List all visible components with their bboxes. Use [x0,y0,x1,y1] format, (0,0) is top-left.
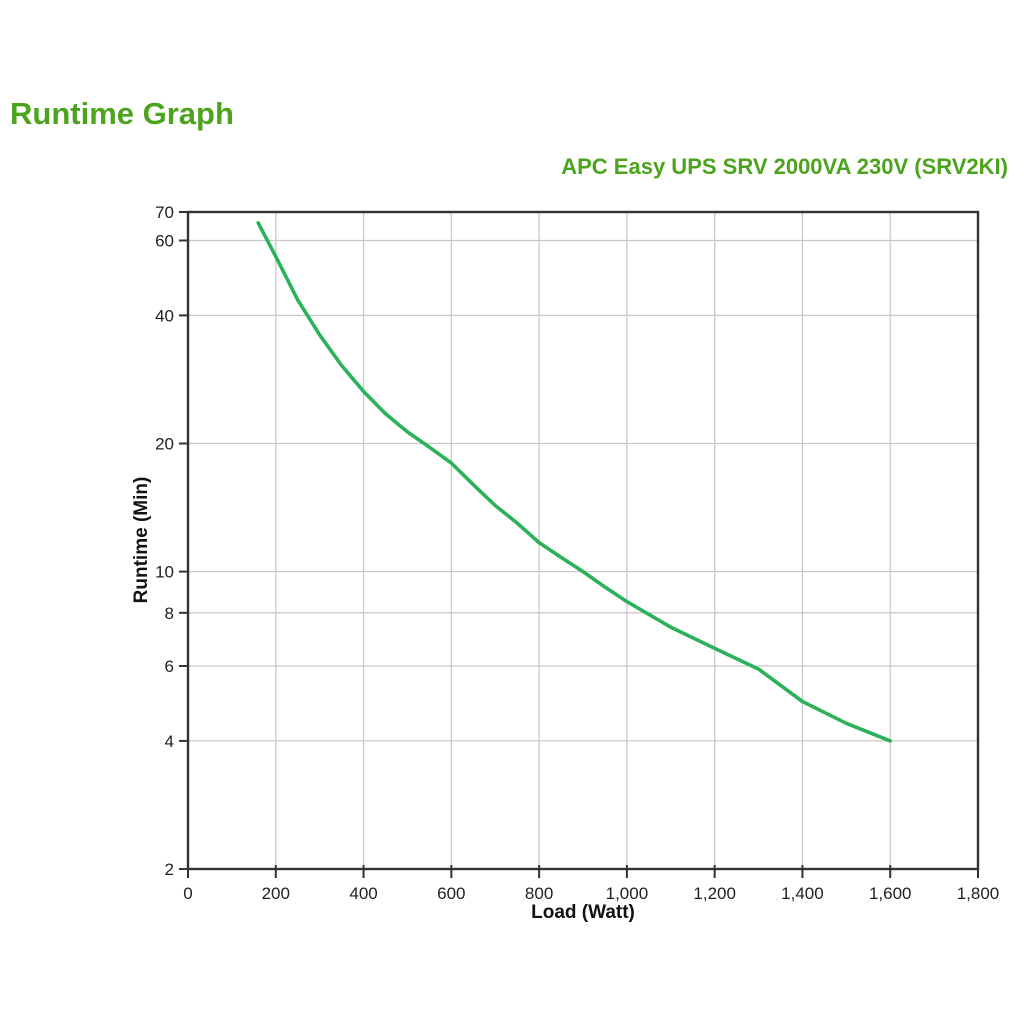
y-tick-label: 20 [155,435,174,454]
chart-plot-area: 2 4 6 8 10 20 40 60 70 0 200 400 600 800 1,000 1,200 1,4… [155,203,999,903]
x-tick-label: 1,600 [869,884,912,903]
x-tick-label: 200 [262,884,290,903]
x-tick-label: 1,000 [606,884,649,903]
y-tick-label: 8 [165,604,174,623]
x-tick-label: 1,200 [693,884,736,903]
y-tick-label: 60 [155,231,174,250]
x-tick-label: 0 [183,884,192,903]
x-tick-label: 400 [349,884,377,903]
y-axis-label: Runtime (Min) [131,477,152,604]
y-tick-label: 6 [165,657,174,676]
runtime-curve [256,221,893,743]
x-tick-label: 1,800 [957,884,1000,903]
chart-subtitle: APC Easy UPS SRV 2000VA 230V (SRV2KI) [561,154,1008,179]
x-tick-label: 600 [437,884,465,903]
page-title: Runtime Graph [10,96,234,131]
y-tick-label: 2 [165,860,174,879]
y-tick-label: 10 [155,563,174,582]
y-tick-label: 4 [165,732,174,751]
y-tick-label: 70 [155,203,174,222]
plot-border [186,210,980,871]
x-tick-label: 1,400 [781,884,824,903]
x-tick-label: 800 [525,884,553,903]
y-tick-label: 40 [155,306,174,325]
x-axis-label: Load (Watt) [531,902,635,923]
